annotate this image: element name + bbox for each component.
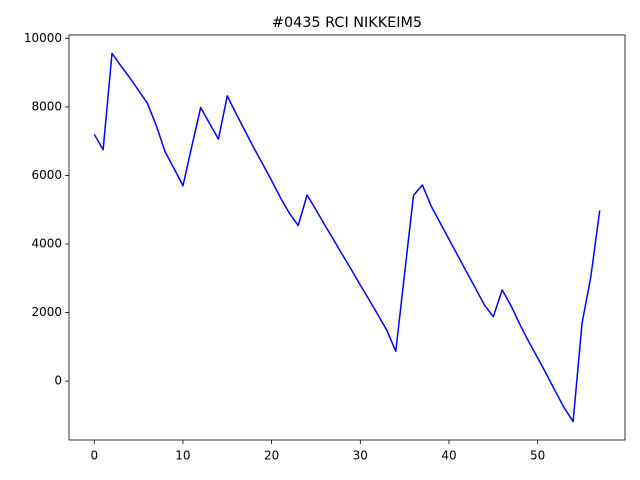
- y-tick-label: 0: [54, 374, 62, 388]
- y-tick-label: 10000: [24, 31, 62, 45]
- y-tick-label: 8000: [31, 99, 62, 113]
- x-tick-label: 40: [441, 449, 456, 463]
- y-tick-label: 4000: [31, 237, 62, 251]
- plot-frame: [68, 34, 626, 441]
- chart-title: #0435 RCI NIKKEIM5: [272, 15, 422, 31]
- x-tick-label: 20: [264, 449, 279, 463]
- x-tick-label: 30: [353, 449, 368, 463]
- data-line: [93, 52, 601, 423]
- y-tick-label: 2000: [31, 305, 62, 319]
- x-tick-label: 10: [175, 449, 190, 463]
- x-tick-label: 50: [530, 449, 545, 463]
- x-tick-label: 0: [90, 449, 98, 463]
- y-tick-label: 6000: [31, 168, 62, 182]
